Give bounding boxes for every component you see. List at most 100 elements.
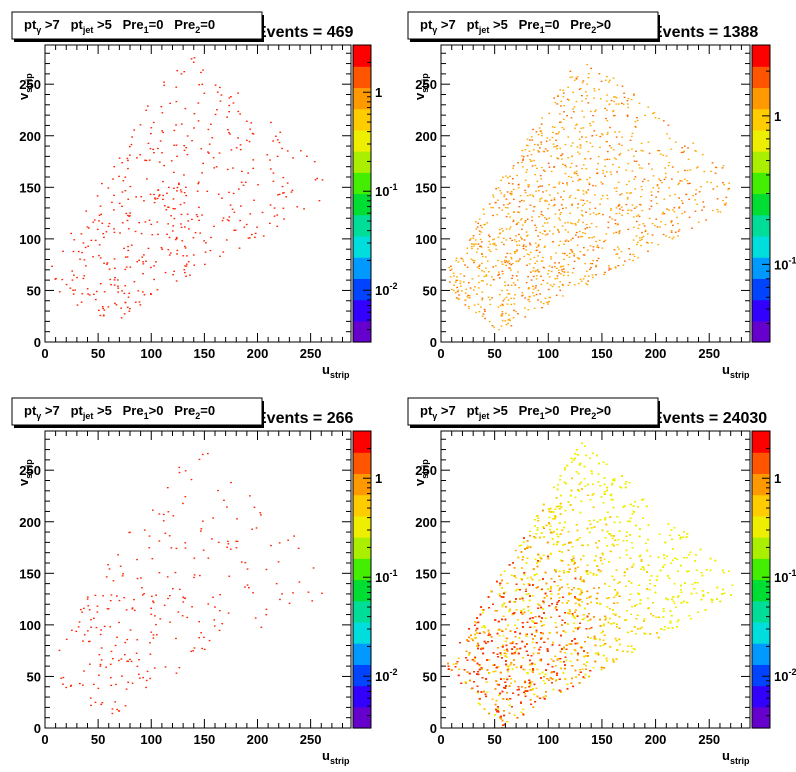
heatmap-cell <box>712 188 715 190</box>
colorbar-band <box>353 674 371 681</box>
heatmap-cell <box>142 291 144 293</box>
heatmap-cell <box>512 188 515 191</box>
heatmap-cell <box>584 262 587 265</box>
heatmap-cell <box>481 270 483 272</box>
heatmap-cell <box>630 192 632 194</box>
heatmap-cell <box>175 100 178 103</box>
heatmap-cell <box>544 148 547 150</box>
heatmap-cell <box>160 247 163 249</box>
colorbar-label: 10-2 <box>375 281 397 298</box>
heatmap-cell <box>497 187 500 189</box>
heatmap-cell <box>562 274 565 277</box>
heatmap-cell <box>594 207 597 209</box>
heatmap-cell <box>503 260 506 262</box>
heatmap-cell <box>198 219 200 222</box>
heatmap-cell <box>587 77 590 79</box>
heatmap-cell <box>121 675 123 677</box>
heatmap-cell <box>201 83 204 85</box>
heatmap-cell <box>126 157 129 160</box>
heatmap-cell <box>90 626 92 628</box>
heatmap-cell <box>493 279 495 281</box>
colorbar-band <box>353 241 371 248</box>
heatmap-cell <box>558 231 560 233</box>
stats-label: Events = 469 <box>256 24 354 41</box>
heatmap-cell <box>465 288 468 291</box>
heatmap-cell <box>514 549 517 552</box>
colorbar-band <box>353 45 371 51</box>
heatmap-cell <box>551 126 554 128</box>
heatmap-cell <box>585 168 588 170</box>
heatmap-cell <box>650 194 653 196</box>
colorbar-band <box>752 45 770 51</box>
heatmap-cell <box>561 158 563 160</box>
colorbar-band <box>752 151 770 157</box>
heatmap-cell <box>149 653 152 655</box>
heatmap-cell <box>573 260 576 263</box>
heatmap-cell <box>544 199 547 202</box>
heatmap-cell <box>119 232 121 234</box>
heatmap-cell <box>179 203 182 206</box>
heatmap-cell <box>478 281 480 284</box>
heatmap-cell <box>529 159 532 161</box>
heatmap-cell <box>193 647 196 649</box>
heatmap-cell <box>107 608 110 610</box>
heatmap-cell <box>276 155 279 158</box>
heatmap-cell <box>122 573 124 575</box>
heatmap-cell <box>640 149 643 152</box>
colorbar-band <box>353 76 371 83</box>
heatmap-cell <box>116 595 118 597</box>
heatmap-cell <box>556 103 559 105</box>
heatmap-cell <box>512 317 515 319</box>
heatmap-cell <box>627 106 630 109</box>
heatmap-cell <box>564 222 567 224</box>
heatmap-cell <box>575 170 578 172</box>
heatmap-cells <box>447 442 734 729</box>
heatmap-cell <box>510 269 512 271</box>
heatmap-cell <box>722 182 724 184</box>
heatmap-cell <box>681 212 684 215</box>
heatmap-cell <box>245 223 248 226</box>
heatmap-cell <box>157 189 160 191</box>
heatmap-cell <box>291 189 294 192</box>
heatmap-cell <box>158 161 161 163</box>
heatmap-cell <box>537 144 539 146</box>
heatmap-cell <box>185 263 188 265</box>
heatmap-cell <box>510 264 513 266</box>
heatmap-cell <box>563 243 565 245</box>
heatmap-cell <box>156 197 159 200</box>
heatmap-cell <box>553 126 556 128</box>
heatmap-cell <box>230 481 232 484</box>
heatmap-cell <box>129 629 132 631</box>
heatmap-cell <box>253 199 255 201</box>
heatmap-cell <box>103 309 106 311</box>
heatmap-cell <box>278 542 281 544</box>
colorbar-band <box>353 326 371 332</box>
heatmap-cell <box>562 207 564 210</box>
heatmap-cell <box>150 223 153 226</box>
heatmap-cell <box>614 266 617 268</box>
heatmap-cell <box>517 183 520 186</box>
heatmap-cell <box>212 157 215 159</box>
heatmap-cell <box>700 186 702 188</box>
heatmap-cell <box>144 159 146 161</box>
heatmap-cell <box>524 297 526 299</box>
colorbar-band <box>353 510 371 517</box>
heatmap-cell <box>539 147 541 149</box>
heatmap-cell <box>471 278 474 280</box>
plot-area <box>441 431 750 728</box>
heatmap-cell <box>203 92 206 94</box>
heatmap-cell <box>176 253 178 255</box>
heatmap-cell <box>507 213 510 215</box>
heatmap-cell <box>627 97 630 100</box>
heatmap-cell <box>471 243 474 245</box>
heatmap-cell <box>233 229 235 232</box>
heatmap-cell <box>100 703 103 706</box>
heatmap-cell <box>515 223 518 226</box>
heatmap-cell <box>579 278 582 280</box>
heatmap-cell <box>516 223 519 225</box>
heatmap-cell <box>147 142 150 145</box>
heatmap-cell <box>526 144 528 146</box>
heatmap-cell <box>534 224 536 226</box>
heatmap-cell <box>521 295 523 297</box>
heatmap-cell <box>184 265 186 267</box>
